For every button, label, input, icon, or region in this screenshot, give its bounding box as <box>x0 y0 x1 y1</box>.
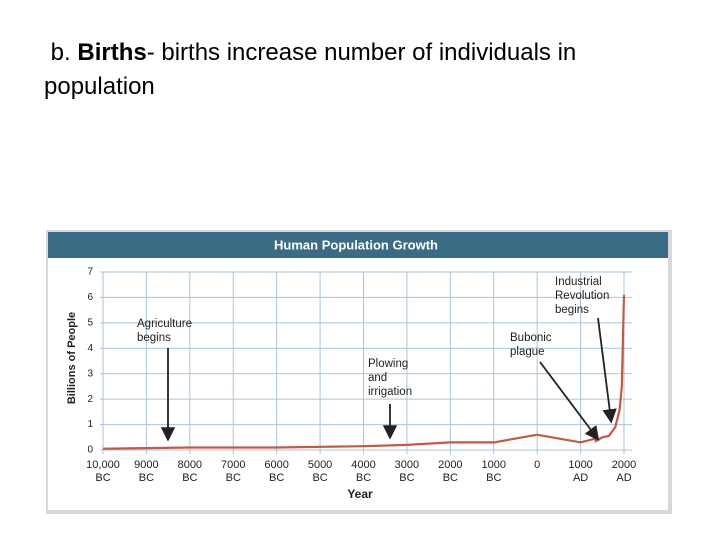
y-tick-label: 7 <box>87 267 93 278</box>
annotation: Plowing and irrigation <box>368 358 413 398</box>
x-axis-label: Year <box>347 487 373 501</box>
y-tick-label: 4 <box>87 343 93 354</box>
y-tick-label: 2 <box>87 394 93 405</box>
x-tick-label: 10,000 BC <box>86 459 120 484</box>
x-tick-label: 1000 BC <box>481 459 506 484</box>
y-tick-label: 1 <box>87 419 93 430</box>
heading-prefix: b. <box>50 39 71 66</box>
x-tick-label: 2000 BC <box>438 459 463 484</box>
annotation: Industrial Revolution begins <box>555 276 610 316</box>
title-bar <box>48 232 668 258</box>
heading-rest: - births increase number of individuals … <box>44 39 577 100</box>
arrow <box>539 361 600 441</box>
y-tick-label: 6 <box>87 292 93 303</box>
heading: b. Births- births increase number of ind… <box>44 36 684 104</box>
x-tick-label: 0 <box>534 459 541 471</box>
x-tick-label: 4000 BC <box>351 459 376 484</box>
annotation: Bubonic plague <box>510 332 552 358</box>
x-tick-label: 9000 BC <box>134 459 159 484</box>
x-tick-label: 7000 BC <box>221 459 246 484</box>
chart-title: Human Population Growth <box>274 237 438 252</box>
x-tick-label: 6000 BC <box>264 459 289 484</box>
x-tick-label: 1000 AD <box>568 459 593 484</box>
x-tick-label: 5000 BC <box>307 459 333 484</box>
x-tick-label: 2000 AD <box>611 459 637 484</box>
y-axis-label: Billions of People <box>66 312 78 404</box>
y-tick-label: 0 <box>87 445 93 456</box>
x-tick-label: 3000 BC <box>394 459 420 484</box>
arrow <box>597 317 617 424</box>
panel <box>48 232 668 510</box>
x-tick-label: 8000 BC <box>177 459 203 484</box>
annotation: Agriculture begins <box>137 318 192 344</box>
heading-bold: Births <box>77 39 147 66</box>
y-tick-label: 5 <box>87 317 93 328</box>
y-tick-label: 3 <box>87 368 93 379</box>
